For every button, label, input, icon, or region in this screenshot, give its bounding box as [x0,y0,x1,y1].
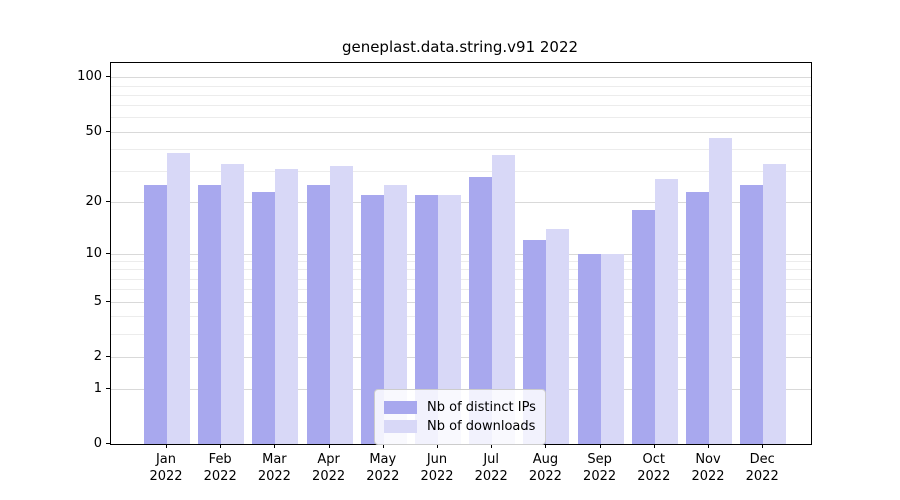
ytick-label-100: 100 [77,69,102,85]
chart-title: geneplast.data.string.v91 2022 [341,38,579,56]
gridline-50 [111,131,811,133]
gridline-3 [111,333,811,335]
gridline-9 [111,261,811,263]
bar-mar-downloads [275,168,299,444]
ytick-label-20: 20 [85,194,102,210]
bar-aug-downloads [546,228,570,444]
ytick-mark-1 [106,387,110,389]
bar-sep-ips [577,253,601,444]
ytick-mark-50 [106,130,110,132]
gridline-60 [111,117,811,119]
bar-mar-ips [252,191,276,444]
xtick-label-oct: Oct 2022 [637,452,671,484]
bar-nov-downloads [709,138,732,444]
bar-may-ips [360,194,384,444]
ytick-mark-2 [106,355,110,357]
ytick-label-0: 0 [93,436,102,451]
bar-may-downloads [383,185,407,444]
gridline-8 [111,269,811,271]
xtick-mark-mar [274,444,276,448]
xtick-mark-jun [437,444,438,448]
xtick-mark-oct [653,444,655,448]
xtick-label-nov: Nov 2022 [691,452,725,484]
bar-jan-downloads [167,152,190,444]
bar-jul-ips [469,176,493,444]
xtick-mark-may [382,444,384,448]
gridline-5 [111,301,811,303]
legend-row-downloads: Nb of downloads [384,418,536,435]
bar-jun-ips [415,194,438,444]
gridline-7 [111,278,811,280]
bar-apr-downloads [329,166,353,444]
bar-sep-downloads [600,253,624,444]
legend-label-distinct-ips: Nb of distinct IPs [427,400,536,415]
ytick-label-10: 10 [85,245,102,261]
bar-dec-ips [740,185,764,444]
xtick-mark-jul [491,444,493,448]
bar-apr-ips [306,185,330,444]
gridline-4 [111,316,811,318]
ytick-label-5: 5 [93,293,102,309]
bar-jan-ips [144,185,167,444]
xtick-label-feb: Feb 2022 [203,452,237,484]
ytick-label-1: 1 [93,380,102,396]
gridline-70 [111,105,811,107]
bar-jun-downloads [438,194,461,444]
gridline-30 [111,171,811,173]
gridline-10 [111,253,811,255]
bar-feb-ips [198,185,222,444]
ytick-label-50: 50 [85,123,102,139]
gridline-100 [111,77,811,79]
downloads-swatch [384,420,417,433]
ytick-mark-0 [106,443,110,444]
bar-nov-ips [686,191,709,444]
xtick-label-sep: Sep 2022 [583,452,617,484]
gridline-2 [111,356,811,358]
legend-label-downloads: Nb of downloads [427,419,536,434]
xtick-mark-nov [708,444,709,448]
xtick-label-jun: Jun 2022 [420,452,454,484]
xtick-mark-aug [545,444,547,448]
xtick-label-apr: Apr 2022 [312,452,346,484]
distinct-ips-swatch [384,401,417,414]
bar-oct-downloads [654,179,678,444]
ytick-label-2: 2 [93,348,102,364]
bar-oct-ips [631,210,655,444]
xtick-label-jul: Jul 2022 [474,452,508,484]
xtick-mark-jan [166,444,167,448]
xtick-label-dec: Dec 2022 [745,452,779,484]
ytick-mark-5 [106,300,110,302]
xtick-label-jan: Jan 2022 [149,452,183,484]
xtick-mark-sep [599,444,601,448]
xtick-mark-feb [220,444,222,448]
bar-jul-downloads [492,155,516,444]
xtick-mark-apr [328,444,330,448]
legend-row-distinct-ips: Nb of distinct IPs [384,399,536,416]
ytick-mark-100 [106,76,110,78]
ytick-mark-20 [106,201,110,203]
legend: Nb of distinct IPs Nb of downloads [374,389,546,445]
gridline-6 [111,289,811,291]
plot-area [110,62,812,445]
ytick-mark-10 [106,252,110,254]
gridline-90 [111,85,811,87]
xtick-label-mar: Mar 2022 [257,452,291,484]
gridline-80 [111,94,811,96]
xtick-mark-dec [762,444,764,448]
bar-feb-downloads [221,163,245,444]
bar-dec-downloads [763,163,787,444]
gridline-40 [111,148,811,150]
gridline-20 [111,202,811,204]
xtick-label-may: May 2022 [366,452,400,484]
xtick-label-aug: Aug 2022 [528,452,562,484]
